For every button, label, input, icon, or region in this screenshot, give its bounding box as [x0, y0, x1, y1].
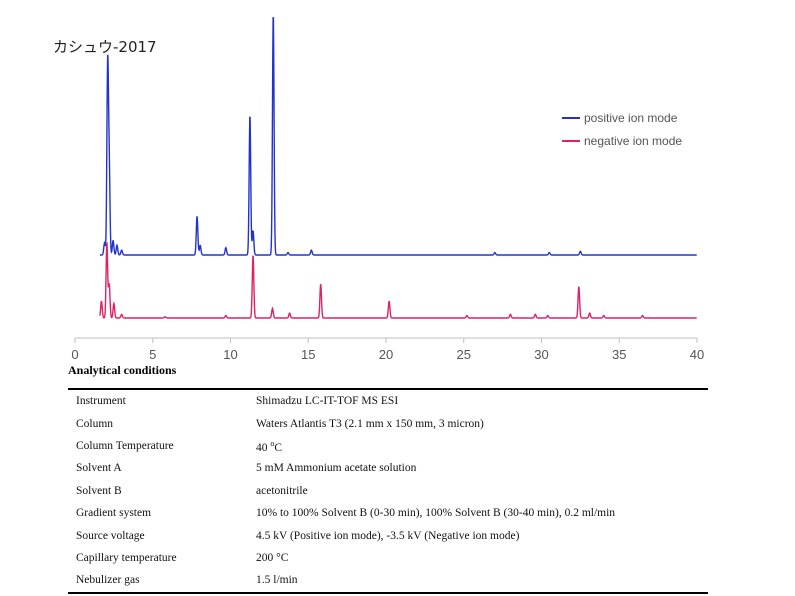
x-tick-label: 20: [379, 347, 393, 362]
legend-swatch-negative: [562, 139, 580, 142]
table-row: Capillary temperature 200 °C: [68, 547, 708, 569]
table-row: Nebulizer gas 1.5 l/min: [68, 569, 708, 592]
table-row: Source voltage 4.5 kV (Positive ion mode)…: [68, 524, 708, 546]
table-row: Gradient system 10% to 100% Solvent B (0-…: [68, 502, 708, 524]
conditions-table: Instrument Shimadzu LC-IT-TOF MS ESI Colu…: [68, 388, 708, 594]
condition-key: Source voltage: [76, 529, 145, 542]
legend-swatch-positive: [562, 116, 580, 119]
x-tick-label: 5: [149, 347, 156, 362]
table-row: Column Temperature 40 oC: [68, 435, 708, 457]
series-line-negative: [99, 241, 697, 319]
condition-value: Shimadzu LC-IT-TOF MS ESI: [256, 395, 399, 408]
x-tick-label: 0: [71, 347, 78, 362]
legend-label-negative: negative ion mode: [584, 133, 683, 148]
condition-key: Gradient system: [76, 507, 152, 520]
legend-item-positive: positive ion mode: [562, 106, 682, 129]
condition-key: Nebulizer gas: [76, 574, 140, 587]
condition-value: 10% to 100% Solvent B (0-30 min), 100% S…: [256, 507, 616, 520]
condition-value: 1.5 l/min: [256, 574, 298, 587]
value-number: 40: [256, 441, 271, 454]
x-tick-label: 15: [301, 347, 315, 362]
condition-value: Waters Atlantis T3 (2.1 mm x 150 mm, 3 m…: [256, 417, 484, 430]
condition-key: Solvent A: [76, 462, 122, 475]
table-row: Instrument Shimadzu LC-IT-TOF MS ESI: [68, 389, 708, 412]
series-line-positive: [99, 17, 697, 256]
condition-key: Column Temperature: [76, 439, 174, 452]
condition-key: Instrument: [76, 395, 126, 408]
legend-item-negative: negative ion mode: [562, 129, 682, 152]
x-tick-layer: 0 5 10 15 20 25 30 35 40: [71, 338, 704, 362]
condition-value: 40 oC: [256, 435, 708, 457]
table-row: Solvent A 5 mM Ammonium acetate solution: [68, 457, 708, 479]
legend-label-positive: positive ion mode: [584, 110, 678, 125]
chart-title: カシュウ-2017: [53, 38, 157, 56]
condition-key: Capillary temperature: [76, 551, 177, 564]
value-unit: C: [274, 441, 283, 454]
table-row: Column Waters Atlantis T3 (2.1 mm x 150 m…: [68, 412, 708, 434]
condition-value: 200 °C: [256, 551, 289, 564]
table-row: Solvent B acetonitrile: [68, 480, 708, 502]
series-layer: [99, 17, 697, 319]
condition-key: Solvent B: [76, 484, 122, 497]
x-tick-label: 10: [223, 347, 237, 362]
condition-value: 4.5 kV (Positive ion mode), -3.5 kV (Neg…: [256, 529, 520, 542]
x-tick-label: 35: [612, 347, 626, 362]
x-tick-label: 30: [534, 347, 548, 362]
x-tick-label: 25: [457, 347, 471, 362]
condition-value: 5 mM Ammonium acetate solution: [256, 462, 417, 475]
value-degree: o: [270, 438, 275, 448]
legend: positive ion mode negative ion mode: [562, 106, 682, 152]
condition-value: acetonitrile: [256, 484, 308, 497]
conditions-title: Analytical conditions: [68, 363, 177, 377]
condition-key: Column: [76, 417, 114, 430]
chromatogram-chart: 0 5 10 15 20 25 30 35 40: [71, 17, 704, 362]
x-tick-label: 40: [690, 347, 704, 362]
